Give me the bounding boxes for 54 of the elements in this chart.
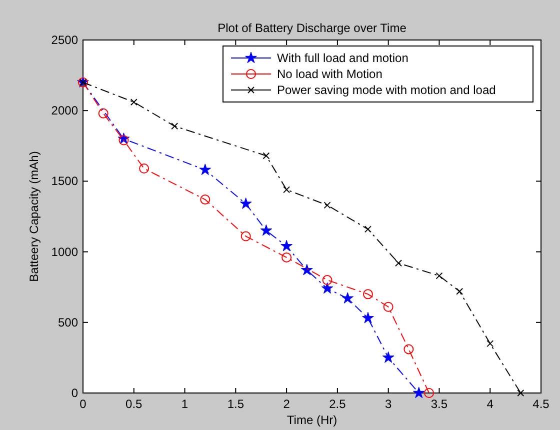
point <box>280 240 292 252</box>
chart-title: Plot of Battery Discharge over Time <box>218 21 407 35</box>
point <box>404 344 414 354</box>
y-tick-label: 2000 <box>51 104 78 118</box>
x-tick-label: 3.5 <box>430 397 448 411</box>
point <box>171 122 178 130</box>
x-tick-label: 2.5 <box>329 397 346 411</box>
x-tick-label: 0 <box>80 397 87 411</box>
point <box>362 289 373 300</box>
point <box>321 282 334 294</box>
x-tick-label: 4.5 <box>532 397 550 411</box>
y-tick-label: 2500 <box>51 33 78 47</box>
y-tick-label: 500 <box>58 315 78 330</box>
point <box>260 224 272 236</box>
point <box>395 260 402 267</box>
y-axis-title: Batteery Capacity (mAh) <box>27 151 41 282</box>
point <box>456 288 464 295</box>
point <box>282 252 292 262</box>
x-tick-label: 0.5 <box>126 397 143 411</box>
y-tick-label: 0 <box>71 386 78 400</box>
point <box>98 108 108 118</box>
x-tick-label: 2 <box>283 397 290 411</box>
point <box>517 390 524 396</box>
x-tick-label: 3 <box>384 397 392 411</box>
x-tick-label: 4 <box>486 397 494 411</box>
point <box>436 272 443 280</box>
point <box>118 135 129 146</box>
point <box>130 98 138 106</box>
legend-label: No load with Motion <box>277 67 382 81</box>
x-axis-title: Time (Hr) <box>286 413 338 427</box>
point <box>486 340 494 348</box>
point <box>382 351 394 363</box>
legend-label: Power saving mode with motion and load <box>277 83 496 97</box>
point <box>342 292 354 304</box>
point <box>322 275 332 286</box>
point <box>240 231 251 242</box>
point <box>240 198 252 209</box>
point <box>300 264 313 276</box>
y-tick-label: 1500 <box>51 174 78 188</box>
x-tick-label: 1.5 <box>227 397 244 411</box>
point <box>362 312 374 324</box>
legend-label: With full load and motion <box>277 51 408 65</box>
point <box>262 152 270 160</box>
point <box>364 226 372 233</box>
point <box>139 163 150 174</box>
point <box>412 386 425 398</box>
point <box>283 186 290 194</box>
y-tick-label: 1000 <box>51 244 78 259</box>
x-tick-label: 1 <box>181 397 188 411</box>
point <box>324 202 331 209</box>
point <box>199 164 212 175</box>
point <box>383 302 394 312</box>
point <box>424 388 434 398</box>
point <box>200 194 210 205</box>
